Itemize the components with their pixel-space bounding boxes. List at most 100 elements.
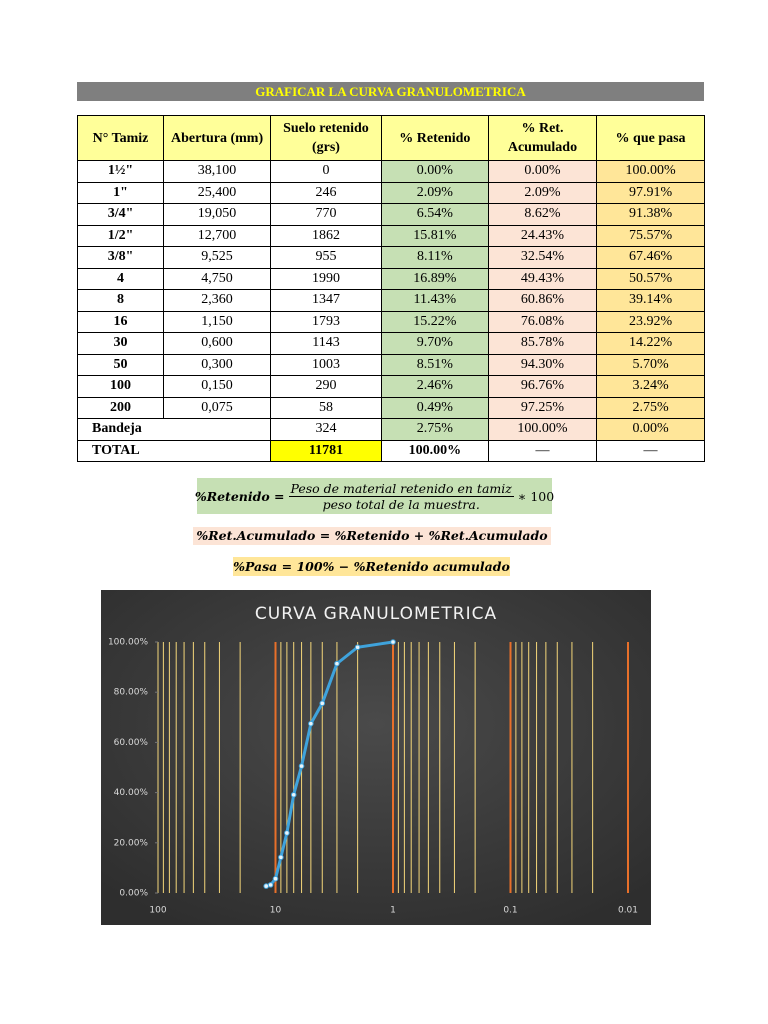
table-cell: 58 (270, 396, 382, 419)
table-cell: 290 (270, 375, 382, 398)
table-cell: 2.46% (380, 375, 489, 398)
table-row: 1½" 38,100 0 0.00% 0.00% 100.00% (76, 160, 705, 183)
table-cell: 1½" (76, 160, 165, 183)
table-cell: 15.81% (380, 224, 489, 247)
table-cell: 39.14% (596, 289, 705, 312)
y-tick-label: 100.00% (108, 638, 148, 648)
table-cell: 1003 (270, 353, 382, 376)
table-cell: 96.76% (487, 375, 598, 398)
table-cell: 94.30% (487, 353, 598, 376)
chart-title: CURVA GRANULOMETRICA (255, 604, 497, 624)
data-point (319, 700, 326, 707)
table-cell: 100 (76, 375, 165, 398)
column-header: % Ret. Acumulado (487, 115, 598, 161)
table-cell: 85.78% (487, 332, 598, 355)
table-cell: 16.89% (380, 267, 489, 290)
table-row: Bandeja 324 2.75% 100.00% 0.00% (76, 418, 705, 441)
data-point (308, 720, 314, 727)
table-cell: 2,360 (163, 289, 272, 312)
table-cell: 32.54% (487, 246, 598, 269)
table-cell: 11781 (270, 439, 382, 462)
data-point (278, 854, 284, 861)
data-point (272, 875, 279, 882)
table-cell: 2.75% (596, 396, 705, 419)
table-row: 3/4" 19,050 770 6.54% 8.62% 91.38% (76, 203, 705, 226)
table-cell: 770 (270, 203, 382, 226)
formula: %Ret.Acumulado = %Retenido + %Ret.Acumul… (193, 527, 551, 545)
table-row: 100 0,150 290 2.46% 96.76% 3.24% (76, 375, 705, 398)
denominator: peso total de la muestra. (322, 496, 480, 512)
table-cell: 15.22% (380, 310, 489, 333)
table-cell: 0,150 (163, 375, 272, 398)
numerator: Peso de material retenido en tamiz (288, 480, 514, 497)
x-tick-label: 100 (149, 906, 166, 916)
x-tick-label: 1 (390, 906, 396, 916)
table-cell: 0.00% (596, 418, 705, 441)
table-row: 200 0,075 58 0.49% 97.25% 2.75% (76, 396, 705, 419)
table-cell: 91.38% (596, 203, 705, 226)
table-cell: 1862 (270, 224, 382, 247)
formula-lhs: %Retenido = (194, 488, 285, 504)
table-cell: 76.08% (487, 310, 598, 333)
table-cell: 246 (270, 181, 382, 204)
table-cell: 0 (270, 160, 382, 183)
table-cell: 3/4" (76, 203, 165, 226)
table-cell: 1143 (270, 332, 382, 355)
formula: %Retenido = Peso de material retenido en… (194, 478, 555, 514)
table-row: 3/8" 9,525 955 8.11% 32.54% 67.46% (76, 246, 705, 269)
header-row: N° Tamiz Abertura (mm) Suelo retenido (grs… (76, 115, 705, 161)
table-cell: 100.00% (487, 418, 598, 441)
fraction: Peso de material retenido en tamiz peso … (288, 480, 514, 512)
table-cell: 0.00% (487, 160, 598, 183)
table-cell: 75.57% (596, 224, 705, 247)
table-cell: 12,700 (163, 224, 272, 247)
table-cell: 1990 (270, 267, 382, 290)
formula-rhs: ∗ 100 (517, 488, 555, 504)
table-row: 50 0,300 1003 8.51% 94.30% 5.70% (76, 353, 705, 376)
table-cell: 9,525 (163, 246, 272, 269)
table-cell: 97.25% (487, 396, 598, 419)
table-cell: 3/8" (76, 246, 165, 269)
table-cell: 8.51% (380, 353, 489, 376)
table-cell: 1" (76, 181, 165, 204)
table-cell: 100.00% (380, 439, 489, 462)
x-tick-label: 10 (270, 906, 282, 916)
data-point (334, 660, 340, 667)
chart: CURVA GRANULOMETRICA 100 10 1 0.1 0.01 0.00% 2… (101, 590, 651, 925)
formula: %Pasa = 100% − %Retenido acumulado (233, 557, 510, 576)
data-point (390, 639, 396, 645)
table-row: 16 1,150 1793 15.22% 76.08% 23.92% (76, 310, 705, 333)
x-tick-label: 0.1 (503, 906, 517, 916)
table-cell: 67.46% (596, 246, 705, 269)
title-bar: GRAFICAR LA CURVA GRANULOMETRICA (77, 82, 704, 101)
column-header: N° Tamiz (76, 115, 165, 161)
x-tick-label: 0.01 (618, 906, 638, 916)
table-cell: 60.86% (487, 289, 598, 312)
table-row: 8 2,360 1347 11.43% 60.86% 39.14% (76, 289, 705, 312)
table-cell: 24.43% (487, 224, 598, 247)
table-cell: 200 (76, 396, 165, 419)
table-cell: 955 (270, 246, 382, 269)
table-row: 1/2" 12,700 1862 15.81% 24.43% 75.57% (76, 224, 705, 247)
y-tick-label: 60.00% (114, 738, 149, 748)
table-cell: 2.75% (380, 418, 489, 441)
table-cell: 97.91% (596, 181, 705, 204)
table-cell: 1,150 (163, 310, 272, 333)
y-tick-label: 40.00% (114, 788, 149, 798)
data-point (267, 882, 274, 888)
table-cell: 4 (76, 267, 165, 290)
column-header: Abertura (mm) (163, 115, 272, 161)
table-cell: 4,750 (163, 267, 272, 290)
table-cell: 19,050 (163, 203, 272, 226)
table-cell: 8.11% (380, 246, 489, 269)
table-cell: 14.22% (596, 332, 705, 355)
table-cell: 8.62% (487, 203, 598, 226)
table-row: 1" 25,400 246 2.09% 2.09% 97.91% (76, 181, 705, 204)
table-row: TOTAL 11781 100.00% — — (76, 439, 705, 462)
table-row: 4 4,750 1990 16.89% 49.43% 50.57% (76, 267, 705, 290)
table-cell: 0,600 (163, 332, 272, 355)
table-cell: 8 (76, 289, 165, 312)
table-cell: 324 (270, 418, 382, 441)
table-cell: 3.24% (596, 375, 705, 398)
